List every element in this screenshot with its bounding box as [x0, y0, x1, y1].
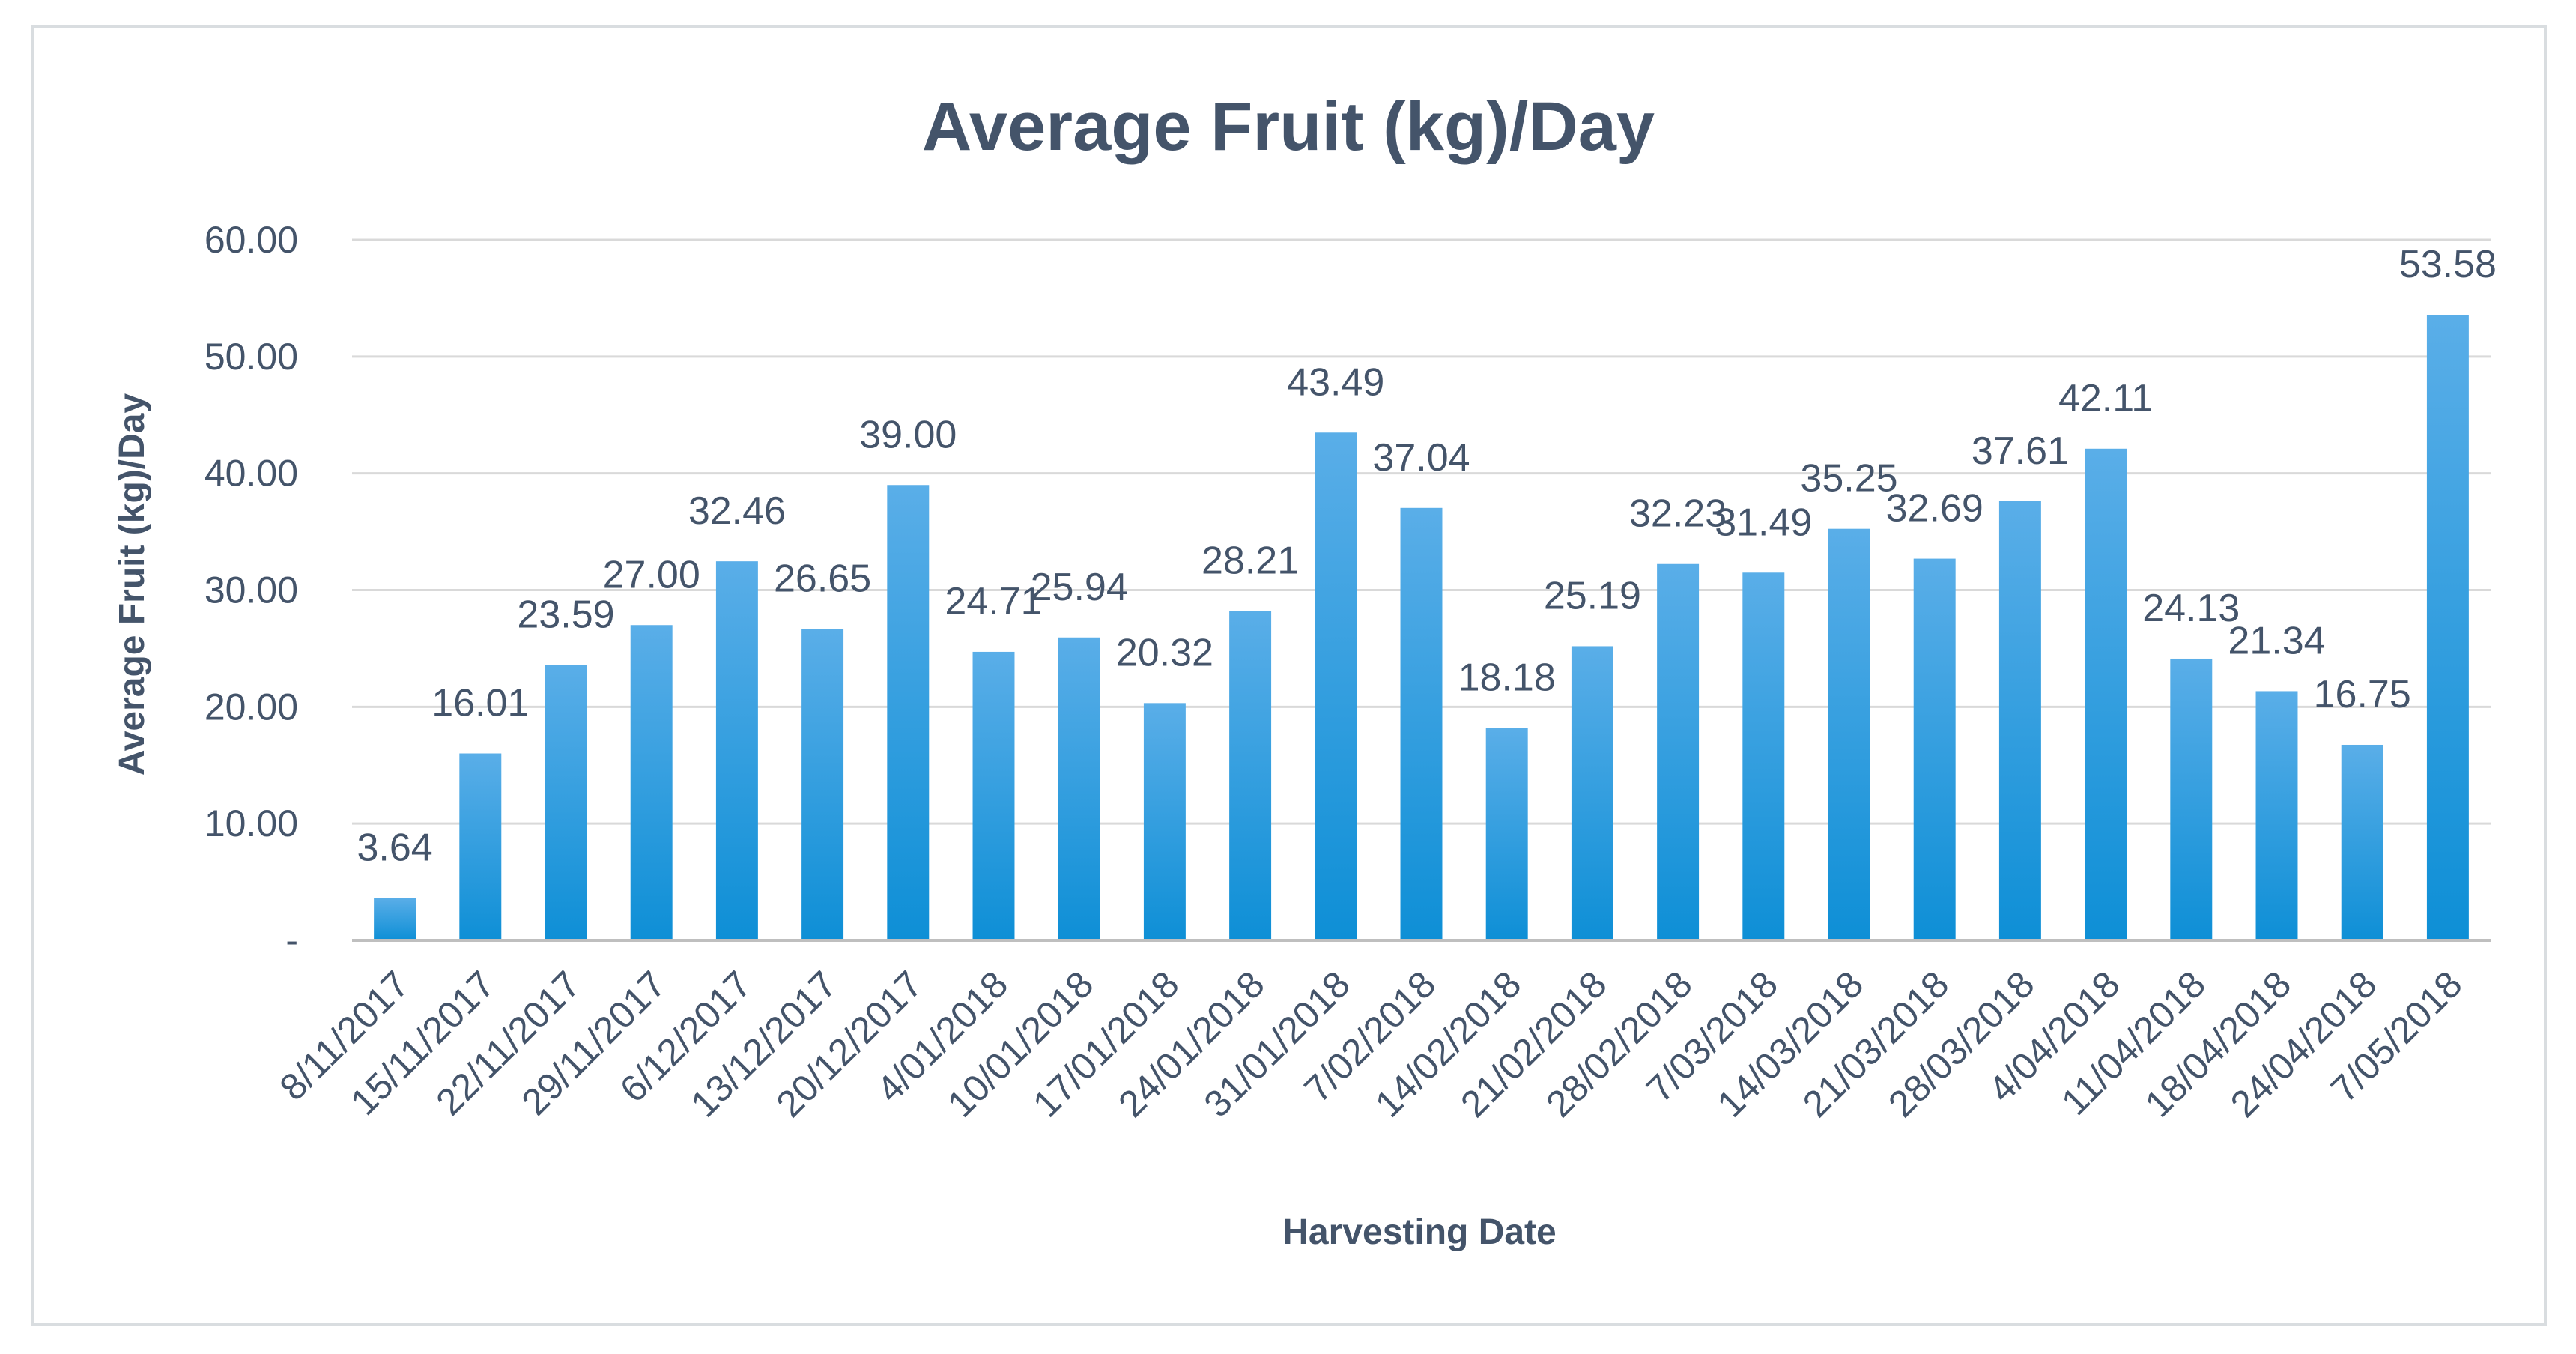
bar	[801, 629, 844, 940]
data-label: 27.00	[603, 553, 700, 596]
data-label: 53.58	[2399, 243, 2497, 286]
data-label: 16.01	[431, 682, 529, 725]
bar	[2170, 658, 2213, 940]
data-label: 24.71	[945, 580, 1042, 623]
bar	[2341, 744, 2383, 940]
y-tick-label: -	[285, 919, 298, 961]
chart-frame	[31, 25, 2547, 1326]
bar	[2426, 315, 2469, 940]
data-label: 25.19	[1544, 574, 1641, 617]
chart-title: Average Fruit (kg)/Day	[922, 88, 1655, 165]
bar	[374, 898, 416, 940]
data-label: 37.61	[1972, 429, 2069, 473]
data-label: 24.13	[2142, 587, 2240, 630]
y-tick-label: 10.00	[204, 803, 298, 844]
y-tick-label: 30.00	[204, 569, 298, 611]
data-labels: 3.6416.0123.5927.0032.4626.6539.0024.712…	[357, 243, 2496, 869]
x-axis-title: Harvesting Date	[1282, 1212, 1556, 1252]
data-label: 28.21	[1201, 539, 1299, 582]
data-label: 32.46	[688, 489, 786, 533]
data-label: 3.64	[357, 826, 432, 869]
bar	[545, 665, 587, 940]
data-label: 16.75	[2314, 673, 2411, 716]
bar	[1657, 563, 1700, 940]
bar	[1058, 637, 1100, 940]
bar	[887, 485, 930, 940]
bar	[715, 561, 758, 940]
bar	[1828, 528, 1870, 940]
data-label: 18.18	[1458, 656, 1556, 700]
data-label: 42.11	[2058, 377, 2153, 420]
data-label: 37.04	[1372, 436, 1470, 480]
bar	[1998, 501, 2041, 940]
bar	[1229, 611, 1272, 940]
bar	[1742, 572, 1785, 940]
bar	[1400, 507, 1443, 940]
y-tick-label: 60.00	[204, 219, 298, 261]
bar	[1485, 728, 1528, 940]
data-label: 32.23	[1629, 492, 1727, 536]
x-axis-ticks: 8/11/201715/11/201722/11/201729/11/20176…	[272, 963, 2470, 1125]
y-axis-ticks: - 10.00 20.00 30.00 40.00 50.00 60.00	[204, 219, 298, 961]
data-label: 39.00	[859, 413, 957, 456]
data-label: 25.94	[1031, 566, 1128, 609]
data-label: 32.69	[1886, 487, 1983, 531]
data-label: 35.25	[1800, 457, 1897, 501]
y-tick-label: 50.00	[204, 336, 298, 378]
bar	[972, 651, 1015, 940]
bar	[1571, 646, 1613, 940]
bar	[1143, 703, 1186, 940]
bar	[2255, 691, 2298, 940]
y-tick-label: 40.00	[204, 453, 298, 495]
data-label: 43.49	[1287, 360, 1384, 404]
data-label: 31.49	[1715, 501, 1812, 544]
y-axis-title: Average Fruit (kg)/Day	[112, 393, 152, 776]
bars	[374, 315, 2469, 940]
data-label: 26.65	[774, 557, 871, 601]
bar	[459, 753, 502, 940]
data-label: 20.32	[1116, 631, 1213, 674]
data-label: 23.59	[517, 593, 614, 636]
data-label: 21.34	[2228, 619, 2325, 662]
bar	[1913, 558, 1956, 940]
y-tick-label: 20.00	[204, 686, 298, 728]
gridlines	[352, 238, 2491, 825]
bar	[2085, 448, 2127, 940]
bar	[1315, 432, 1357, 940]
bar	[630, 625, 673, 940]
